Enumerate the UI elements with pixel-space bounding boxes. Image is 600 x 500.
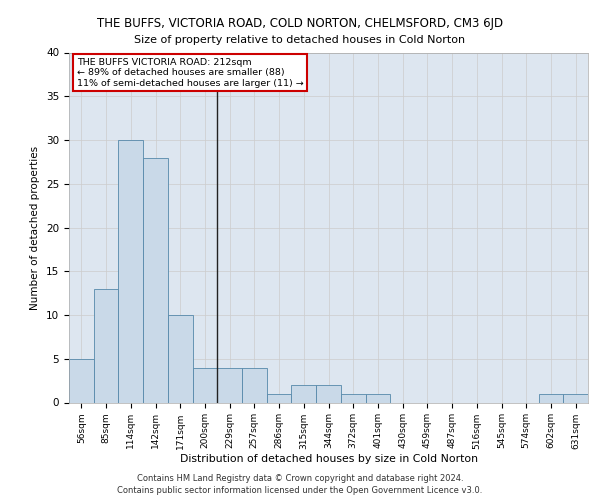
Bar <box>69 359 94 403</box>
Text: THE BUFFS, VICTORIA ROAD, COLD NORTON, CHELMSFORD, CM3 6JD: THE BUFFS, VICTORIA ROAD, COLD NORTON, C… <box>97 18 503 30</box>
Bar <box>316 385 341 402</box>
Bar <box>341 394 365 402</box>
Text: Size of property relative to detached houses in Cold Norton: Size of property relative to detached ho… <box>134 35 466 45</box>
X-axis label: Distribution of detached houses by size in Cold Norton: Distribution of detached houses by size … <box>179 454 478 464</box>
Bar <box>563 394 588 402</box>
Y-axis label: Number of detached properties: Number of detached properties <box>31 146 40 310</box>
Text: THE BUFFS VICTORIA ROAD: 212sqm
← 89% of detached houses are smaller (88)
11% of: THE BUFFS VICTORIA ROAD: 212sqm ← 89% of… <box>77 58 304 88</box>
Bar <box>292 385 316 402</box>
Bar <box>94 289 118 403</box>
Text: Contains HM Land Registry data © Crown copyright and database right 2024.
Contai: Contains HM Land Registry data © Crown c… <box>118 474 482 495</box>
Bar <box>193 368 217 402</box>
Bar <box>143 158 168 402</box>
Bar <box>539 394 563 402</box>
Bar <box>118 140 143 402</box>
Bar <box>217 368 242 402</box>
Bar <box>365 394 390 402</box>
Bar <box>267 394 292 402</box>
Bar <box>242 368 267 402</box>
Bar <box>168 315 193 402</box>
